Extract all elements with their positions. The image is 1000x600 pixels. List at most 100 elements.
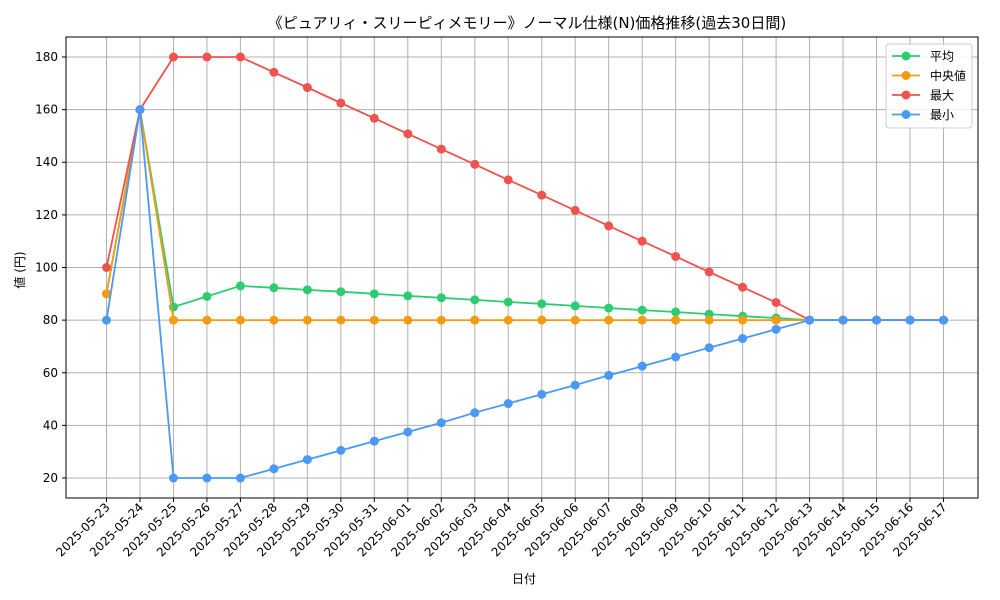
data-point bbox=[202, 473, 212, 483]
y-tick-label: 180 bbox=[35, 50, 58, 64]
data-point bbox=[537, 299, 547, 309]
data-point bbox=[570, 315, 580, 325]
data-point bbox=[939, 315, 948, 325]
data-point bbox=[436, 293, 446, 303]
series-line bbox=[105, 109, 944, 479]
data-point bbox=[503, 399, 513, 409]
data-point bbox=[168, 52, 178, 62]
y-tick-label: 60 bbox=[43, 366, 58, 380]
legend-item: 最小 bbox=[892, 108, 954, 122]
y-tick-label: 100 bbox=[35, 261, 58, 275]
y-tick-label: 160 bbox=[35, 103, 58, 117]
legend-item: 平均 bbox=[892, 50, 954, 64]
data-point bbox=[102, 289, 111, 299]
legend-marker bbox=[901, 71, 911, 80]
data-point bbox=[805, 315, 815, 325]
data-point bbox=[269, 464, 279, 474]
series-line bbox=[105, 56, 944, 322]
data-point bbox=[738, 282, 748, 292]
data-point bbox=[604, 370, 614, 380]
y-tick-label: 80 bbox=[43, 313, 58, 327]
data-point bbox=[470, 315, 480, 325]
legend-box bbox=[885, 43, 973, 129]
series-3 bbox=[102, 105, 948, 483]
data-point bbox=[704, 267, 714, 277]
data-point bbox=[369, 289, 379, 299]
data-point bbox=[570, 205, 580, 215]
data-point bbox=[671, 315, 681, 325]
y-tick-label: 140 bbox=[35, 155, 58, 169]
data-point bbox=[771, 324, 781, 334]
data-point bbox=[503, 175, 513, 185]
data-point bbox=[302, 455, 312, 465]
data-point bbox=[336, 98, 346, 108]
data-point bbox=[436, 418, 446, 428]
legend-label: 中央値 bbox=[930, 68, 966, 83]
legend-item: 最大 bbox=[892, 89, 954, 103]
data-point bbox=[403, 291, 413, 301]
legend-marker bbox=[901, 51, 911, 61]
y-axis-label: 値 (円) bbox=[12, 251, 27, 288]
data-point bbox=[168, 315, 178, 325]
data-point bbox=[202, 52, 212, 62]
data-point bbox=[537, 190, 547, 200]
data-point bbox=[369, 113, 379, 123]
data-point bbox=[436, 144, 446, 154]
data-point bbox=[369, 436, 379, 446]
data-point bbox=[235, 52, 245, 62]
data-point bbox=[235, 315, 245, 325]
data-point bbox=[202, 315, 212, 325]
data-point bbox=[738, 315, 748, 325]
data-point bbox=[537, 315, 547, 325]
data-point bbox=[336, 287, 346, 297]
data-point bbox=[637, 361, 647, 371]
data-point bbox=[470, 408, 480, 418]
data-point bbox=[302, 285, 312, 295]
data-point bbox=[302, 315, 312, 325]
data-point bbox=[637, 305, 647, 315]
data-point bbox=[738, 334, 748, 344]
data-point bbox=[604, 221, 614, 231]
data-point bbox=[503, 297, 513, 307]
legend-marker bbox=[901, 90, 911, 100]
data-point bbox=[302, 83, 312, 93]
data-point bbox=[470, 295, 480, 305]
legend-label: 最小 bbox=[930, 108, 954, 122]
data-point bbox=[269, 67, 279, 77]
data-point bbox=[704, 343, 714, 353]
data-point bbox=[570, 380, 580, 390]
data-point bbox=[269, 283, 279, 293]
data-point bbox=[135, 105, 145, 115]
data-point bbox=[671, 352, 681, 362]
data-point bbox=[637, 236, 647, 246]
y-tick-label: 120 bbox=[35, 208, 58, 222]
data-point bbox=[269, 315, 279, 325]
data-point bbox=[838, 315, 848, 325]
series-line bbox=[105, 109, 944, 322]
data-point bbox=[403, 427, 413, 437]
data-point bbox=[503, 315, 513, 325]
data-point bbox=[470, 159, 480, 169]
legend-label: 最大 bbox=[930, 89, 954, 103]
data-point bbox=[570, 301, 580, 311]
data-point bbox=[704, 315, 714, 325]
data-point bbox=[168, 473, 178, 483]
series-layer bbox=[102, 52, 948, 483]
legend-label: 平均 bbox=[930, 50, 954, 64]
data-point bbox=[403, 315, 413, 325]
data-point bbox=[202, 291, 212, 301]
data-point bbox=[336, 315, 346, 325]
x-axis-label: 日付 bbox=[512, 572, 536, 586]
y-axis: 20 40 60 80 100 120 140 160 180 bbox=[35, 50, 66, 485]
y-tick-label: 40 bbox=[43, 418, 58, 432]
data-point bbox=[436, 315, 446, 325]
data-point bbox=[369, 315, 379, 325]
data-point bbox=[604, 315, 614, 325]
data-point bbox=[235, 473, 245, 483]
data-point bbox=[235, 281, 245, 291]
data-point bbox=[671, 251, 681, 261]
chart-title: 《ピュアリィ・スリーピィメモリー》ノーマル仕様(N)価格推移(過去30日間) bbox=[268, 14, 786, 32]
data-point bbox=[102, 315, 111, 325]
